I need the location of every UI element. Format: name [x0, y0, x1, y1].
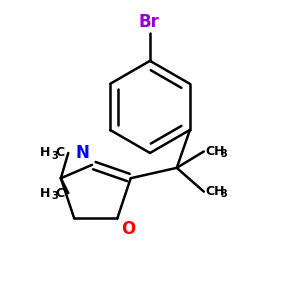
- Text: 3: 3: [220, 149, 227, 159]
- Text: 3: 3: [51, 151, 58, 161]
- Text: 3: 3: [220, 189, 227, 199]
- Text: C: C: [56, 187, 65, 200]
- Text: CH: CH: [205, 185, 224, 198]
- Text: H: H: [40, 187, 50, 200]
- Text: O: O: [121, 220, 135, 238]
- Text: 3: 3: [51, 191, 58, 201]
- Text: H: H: [40, 146, 50, 160]
- Text: N: N: [75, 145, 89, 163]
- Text: CH: CH: [205, 145, 224, 158]
- Text: Br: Br: [138, 13, 159, 31]
- Text: C: C: [56, 146, 65, 160]
